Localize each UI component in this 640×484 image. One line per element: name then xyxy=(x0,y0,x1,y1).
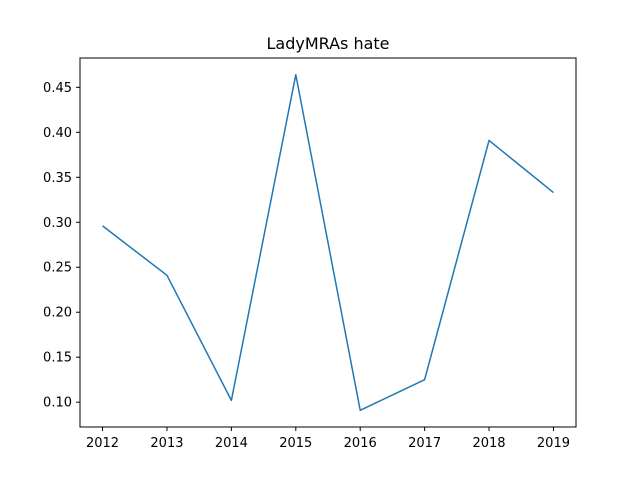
y-tick-label: 0.25 xyxy=(43,261,72,276)
x-axis: 2012 2013 2014 2015 2016 2017 2018 2019 xyxy=(86,427,570,451)
chart-title: LadyMRAs hate xyxy=(266,34,389,53)
y-tick-label: 0.15 xyxy=(43,351,72,366)
x-tick-label: 2013 xyxy=(150,436,183,451)
y-tick-label: 0.10 xyxy=(43,396,72,411)
x-tick-label: 2018 xyxy=(472,436,505,451)
x-tick-label: 2019 xyxy=(537,436,570,451)
x-tick-label: 2017 xyxy=(408,436,441,451)
series-layer xyxy=(103,75,554,411)
x-tick-label: 2012 xyxy=(86,436,119,451)
y-tick-label: 0.20 xyxy=(43,306,72,321)
series-line xyxy=(103,75,554,411)
y-tick-label: 0.45 xyxy=(43,81,72,96)
x-tick-label: 2015 xyxy=(279,436,312,451)
y-axis: 0.10 0.15 0.20 0.25 0.30 0.35 0.40 0.45 xyxy=(43,81,80,411)
x-tick-label: 2014 xyxy=(215,436,248,451)
y-tick-label: 0.30 xyxy=(43,216,72,231)
x-tick-label: 2016 xyxy=(344,436,377,451)
y-tick-label: 0.35 xyxy=(43,171,72,186)
y-tick-label: 0.40 xyxy=(43,126,72,141)
